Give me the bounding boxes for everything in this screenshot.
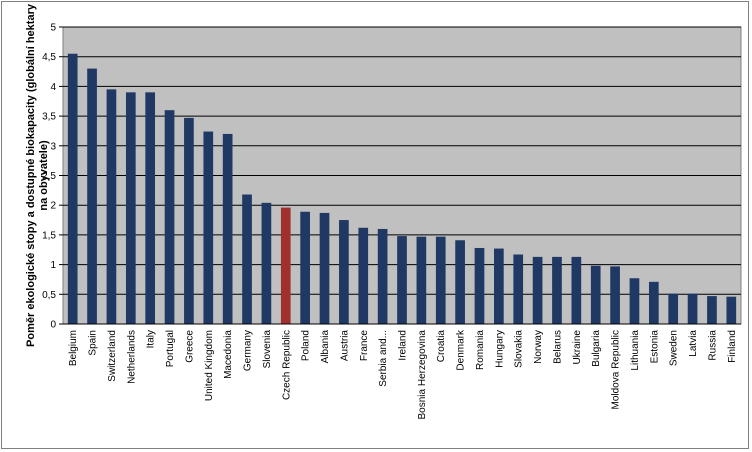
x-tick-label: Ukraine <box>572 330 583 365</box>
bar <box>610 266 620 324</box>
bar <box>377 228 388 324</box>
x-tick-label: Belarus <box>552 330 563 364</box>
y-tick-label: 2,5 <box>42 171 56 182</box>
y-tick-label: 3 <box>50 141 56 152</box>
y-tick-label: 4,5 <box>42 52 56 63</box>
y-axis-ticks: 0 0,5 1 1,5 2 2,5 3 3,5 4 4,5 5 <box>42 23 63 331</box>
x-tick-label: Switzerland <box>107 330 118 382</box>
bar <box>203 131 214 324</box>
y-axis-label: Poměr ekologické stopy a dostupné biokap… <box>25 3 50 347</box>
y-tick-label: 4 <box>50 82 56 93</box>
x-tick-label: Portugal <box>165 330 176 367</box>
x-tick-label: Denmark <box>456 329 467 371</box>
bar <box>668 293 679 324</box>
bar <box>242 194 252 324</box>
bar <box>687 293 698 324</box>
x-tick-label: United Kingdom <box>204 330 215 401</box>
bar <box>494 248 504 324</box>
x-tick-label: Norway <box>533 330 544 364</box>
x-tick-label: Latvia <box>688 330 699 357</box>
bar <box>435 236 446 324</box>
y-tick-label: 1 <box>50 260 56 271</box>
x-tick-label: Moldova Republic <box>611 330 622 410</box>
bar <box>726 296 737 324</box>
bar <box>416 236 427 324</box>
bar <box>125 92 136 324</box>
bar <box>300 211 310 324</box>
bar <box>319 212 330 324</box>
y-tick-label: 1,5 <box>42 230 56 241</box>
bar <box>67 53 78 324</box>
x-tick-label: Germany <box>243 330 254 371</box>
bar <box>280 207 291 324</box>
bar <box>106 89 117 325</box>
x-tick-label: Lithuania <box>630 330 641 371</box>
x-tick-label: Slovakia <box>514 330 525 368</box>
bar <box>513 254 524 324</box>
y-tick-label: 0,5 <box>42 290 56 301</box>
x-tick-label: Romania <box>475 330 486 370</box>
x-tick-label: Poland <box>301 330 312 361</box>
bar <box>261 202 272 324</box>
x-tick-label: Estonia <box>649 330 660 364</box>
x-tick-label: Albania <box>320 330 331 364</box>
x-tick-label: Italy <box>146 330 157 348</box>
bar <box>552 256 562 324</box>
x-tick-label: Serbia and... <box>378 330 389 387</box>
y-tick-label: 0 <box>50 320 56 331</box>
bar <box>571 256 582 324</box>
bar <box>358 227 369 324</box>
bar <box>145 92 156 324</box>
x-tick-label: Netherlands <box>126 330 137 384</box>
x-tick-label: Austria <box>339 330 350 362</box>
y-tick-label: 3,5 <box>42 112 56 123</box>
x-tick-label: Macedonia <box>223 330 234 379</box>
bar <box>184 117 194 325</box>
y-tick-label: 5 <box>50 23 56 34</box>
x-tick-label: Croatia <box>436 330 447 363</box>
x-tick-label: Slovenia <box>262 330 273 369</box>
bar <box>590 265 601 324</box>
bar <box>474 247 485 324</box>
bar <box>707 296 717 324</box>
x-tick-label: Bulgaria <box>591 330 602 367</box>
x-tick-label: Greece <box>184 330 195 363</box>
x-tick-label: Russia <box>707 330 718 361</box>
x-tick-label: Bosnia Herzegovina <box>417 330 428 420</box>
x-tick-label: Hungary <box>494 330 505 368</box>
bar <box>629 278 640 324</box>
bar <box>648 281 659 324</box>
x-axis-ticks: Belgium Spain Switzerland Netherlands Italy P… <box>63 323 741 420</box>
x-tick-label: France <box>359 330 370 362</box>
y-tick-label: 2 <box>50 201 56 212</box>
bar <box>339 220 349 324</box>
x-tick-label: Ireland <box>398 330 409 361</box>
x-tick-label: Czech Republic <box>281 330 292 400</box>
bar <box>397 236 407 324</box>
bar <box>532 256 543 324</box>
x-tick-label: Sweden <box>669 330 680 366</box>
x-tick-label: Finland <box>727 330 738 363</box>
bar <box>222 133 233 324</box>
bar <box>164 110 175 324</box>
x-tick-label: Spain <box>88 330 99 356</box>
x-tick-label: Belgium <box>68 330 79 366</box>
bars <box>67 53 737 325</box>
bar <box>87 68 97 324</box>
bar <box>455 240 465 324</box>
